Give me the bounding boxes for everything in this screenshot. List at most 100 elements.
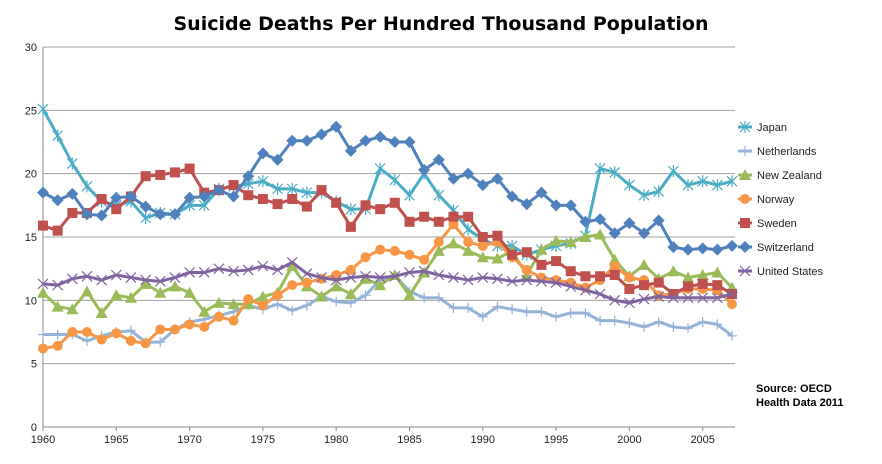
marker-square	[565, 266, 576, 277]
marker-diamond	[168, 208, 181, 221]
marker-circle	[740, 194, 750, 204]
marker-triangle	[139, 277, 152, 289]
marker-triangle	[696, 269, 709, 280]
marker-triangle	[124, 291, 137, 303]
marker-x	[286, 256, 298, 268]
marker-square	[683, 281, 694, 292]
series-united-states	[37, 256, 738, 309]
marker-asterisk	[667, 165, 679, 178]
marker-plus	[653, 316, 664, 327]
marker-triangle	[579, 231, 592, 242]
marker-diamond	[667, 241, 680, 254]
marker-triangle	[667, 265, 680, 277]
marker-x	[360, 270, 371, 282]
marker-diamond	[739, 241, 751, 253]
marker-x	[418, 265, 430, 277]
marker-triangle	[447, 237, 460, 249]
legend-label: New Zealand	[757, 170, 822, 182]
marker-x	[272, 264, 283, 276]
marker-asterisk	[374, 162, 386, 175]
legend-label: Japan	[757, 122, 787, 134]
marker-circle	[287, 280, 298, 291]
marker-diamond	[506, 190, 519, 203]
marker-diamond	[579, 215, 592, 228]
marker-square	[712, 280, 723, 291]
marker-square	[477, 232, 488, 242]
marker-x	[301, 268, 313, 280]
marker-x	[52, 279, 64, 291]
marker-x	[492, 273, 503, 285]
marker-plus	[740, 146, 750, 156]
marker-square	[360, 200, 371, 211]
marker-diamond	[198, 190, 211, 203]
series-line-japan	[41, 108, 733, 257]
marker-circle	[419, 254, 430, 265]
marker-plus	[492, 301, 503, 312]
marker-square	[184, 163, 195, 174]
marker-circle	[125, 335, 136, 346]
marker-x	[711, 292, 723, 304]
marker-diamond	[242, 170, 255, 183]
marker-square	[331, 197, 342, 208]
y-tick-label: 0	[31, 422, 37, 434]
marker-square	[345, 221, 356, 232]
marker-x	[330, 274, 342, 286]
marker-x	[125, 272, 137, 283]
marker-x	[66, 273, 78, 285]
marker-triangle	[168, 280, 181, 292]
marker-x	[140, 274, 152, 286]
marker-x	[404, 267, 415, 278]
x-tick-label: 2000	[617, 434, 641, 446]
marker-diamond	[638, 227, 651, 240]
marker-plus	[287, 305, 298, 316]
marker-plus	[125, 325, 136, 336]
y-tick-label: 30	[25, 42, 37, 54]
marker-square	[96, 194, 107, 204]
marker-diamond	[154, 208, 167, 221]
marker-plus	[639, 321, 650, 332]
marker-plus	[595, 315, 606, 326]
marker-circle	[169, 324, 180, 335]
marker-triangle	[374, 279, 387, 291]
marker-circle	[81, 327, 92, 337]
marker-diamond	[344, 144, 357, 157]
marker-triangle	[51, 300, 64, 312]
marker-asterisk	[697, 175, 709, 188]
marker-asterisk	[301, 186, 313, 199]
marker-square	[740, 218, 750, 228]
marker-diamond	[183, 191, 196, 204]
marker-x	[374, 272, 386, 283]
marker-x	[536, 275, 547, 287]
marker-plus	[433, 292, 444, 303]
marker-diamond	[535, 186, 548, 199]
marker-square	[155, 169, 166, 180]
marker-triangle	[608, 253, 621, 265]
marker-plus	[52, 329, 63, 340]
legend-item-new-zealand: New Zealand	[738, 169, 822, 182]
marker-triangle	[37, 286, 49, 298]
marker-plus	[565, 308, 576, 318]
marker-x	[184, 267, 196, 278]
marker-triangle	[535, 243, 548, 255]
marker-x	[257, 260, 269, 272]
axes: 0 5 10 15 20 25 30 1960 1965 1970 1975 1980 1985 1990…	[25, 42, 735, 446]
x-tick-label: 1970	[177, 434, 201, 446]
y-tick-label: 10	[25, 295, 37, 307]
marker-diamond	[520, 198, 533, 211]
marker-square	[639, 280, 650, 291]
marker-triangle	[66, 303, 79, 315]
marker-square	[551, 256, 562, 267]
marker-diamond	[711, 243, 724, 256]
marker-square	[389, 197, 400, 208]
marker-square	[507, 249, 518, 260]
marker-x	[433, 269, 445, 281]
marker-diamond	[256, 147, 269, 160]
legend-item-japan: Japan	[738, 121, 787, 134]
marker-diamond	[300, 134, 313, 147]
marker-square	[624, 283, 635, 294]
marker-diamond	[359, 134, 372, 147]
marker-plus	[360, 290, 371, 301]
marker-triangle	[739, 169, 751, 180]
marker-circle	[477, 240, 488, 251]
marker-square	[697, 278, 708, 289]
